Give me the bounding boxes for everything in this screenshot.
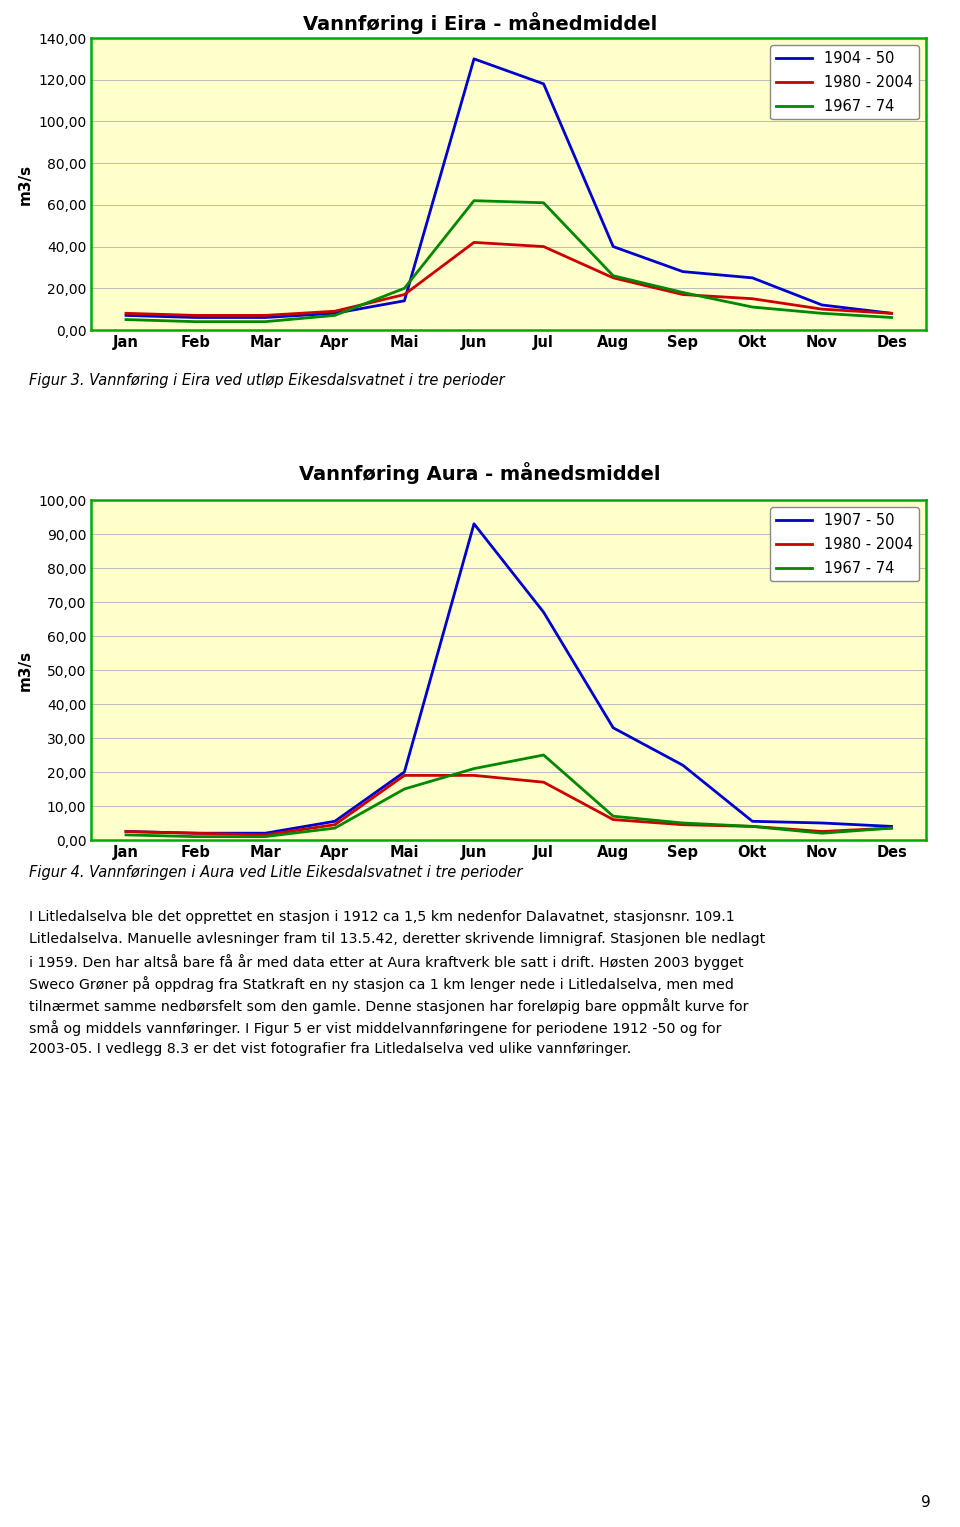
- Line: 1907 - 50: 1907 - 50: [126, 524, 892, 834]
- 1907 - 50: [816, 814, 828, 832]
- 1980 - 2004: [816, 823, 828, 841]
- 1967 - 74: [538, 194, 549, 212]
- 1980 - 2004: [608, 811, 619, 829]
- Text: 2003-05. I vedlegg 8.3 er det vist fotografier fra Litledalselva ved ulike vannf: 2003-05. I vedlegg 8.3 er det vist fotog…: [29, 1041, 631, 1057]
- 1904 - 50: [259, 308, 271, 327]
- 1980 - 2004: [538, 773, 549, 791]
- 1980 - 2004: [816, 299, 828, 318]
- Text: Figur 4. Vannføringen i Aura ved Litle Eikesdalsvatnet i tre perioder: Figur 4. Vannføringen i Aura ved Litle E…: [29, 864, 522, 880]
- Line: 1967 - 74: 1967 - 74: [126, 754, 892, 837]
- 1980 - 2004: [329, 815, 341, 834]
- 1904 - 50: [538, 75, 549, 93]
- 1980 - 2004: [677, 815, 688, 834]
- 1967 - 74: [120, 310, 132, 328]
- 1980 - 2004: [398, 767, 410, 785]
- 1907 - 50: [886, 817, 898, 835]
- 1980 - 2004: [329, 302, 341, 321]
- 1967 - 74: [886, 308, 898, 327]
- 1980 - 2004: [677, 286, 688, 304]
- 1967 - 74: [190, 313, 202, 331]
- 1980 - 2004: [259, 307, 271, 325]
- Text: Litledalselva. Manuelle avlesninger fram til 13.5.42, deretter skrivende limnigr: Litledalselva. Manuelle avlesninger fram…: [29, 931, 765, 947]
- 1904 - 50: [468, 50, 480, 69]
- 1907 - 50: [677, 756, 688, 774]
- 1980 - 2004: [259, 826, 271, 844]
- 1980 - 2004: [190, 307, 202, 325]
- 1967 - 74: [259, 313, 271, 331]
- 1904 - 50: [329, 304, 341, 322]
- Legend: 1904 - 50, 1980 - 2004, 1967 - 74: 1904 - 50, 1980 - 2004, 1967 - 74: [770, 46, 919, 119]
- Text: små og middels vannføringer. I Figur 5 er vist middelvannføringene for periodene: små og middels vannføringer. I Figur 5 e…: [29, 1020, 721, 1035]
- 1967 - 74: [747, 817, 758, 835]
- 1904 - 50: [608, 237, 619, 255]
- 1904 - 50: [677, 263, 688, 281]
- 1967 - 74: [398, 279, 410, 298]
- 1904 - 50: [398, 292, 410, 310]
- 1967 - 74: [468, 191, 480, 209]
- 1967 - 74: [608, 808, 619, 826]
- 1967 - 74: [747, 298, 758, 316]
- 1967 - 74: [677, 814, 688, 832]
- 1907 - 50: [538, 603, 549, 621]
- Text: 9: 9: [922, 1495, 931, 1510]
- Line: 1904 - 50: 1904 - 50: [126, 60, 892, 318]
- 1907 - 50: [259, 825, 271, 843]
- Line: 1980 - 2004: 1980 - 2004: [126, 776, 892, 835]
- 1907 - 50: [329, 812, 341, 831]
- Y-axis label: m3/s: m3/s: [17, 163, 33, 205]
- 1980 - 2004: [886, 304, 898, 322]
- 1967 - 74: [538, 745, 549, 764]
- Text: i 1959. Den har altså bare få år med data etter at Aura kraftverk ble satt i dri: i 1959. Den har altså bare få år med dat…: [29, 954, 743, 970]
- Text: Figur 3. Vannføring i Eira ved utløp Eikesdalsvatnet i tre perioder: Figur 3. Vannføring i Eira ved utløp Eik…: [29, 373, 504, 388]
- Text: Vannføring Aura - månedsmiddel: Vannføring Aura - månedsmiddel: [300, 463, 660, 484]
- 1967 - 74: [259, 828, 271, 846]
- 1980 - 2004: [190, 825, 202, 843]
- 1907 - 50: [747, 812, 758, 831]
- 1907 - 50: [468, 515, 480, 533]
- Text: tilnærmet samme nedbørsfelt som den gamle. Denne stasjonen har foreløpig bare op: tilnærmet samme nedbørsfelt som den gaml…: [29, 999, 748, 1014]
- 1980 - 2004: [886, 818, 898, 837]
- 1980 - 2004: [747, 290, 758, 308]
- Text: Sweco Grøner på oppdrag fra Statkraft en ny stasjon ca 1 km lenger nede i Litled: Sweco Grøner på oppdrag fra Statkraft en…: [29, 976, 733, 993]
- Text: I Litledalselva ble det opprettet en stasjon i 1912 ca 1,5 km nedenfor Dalavatne: I Litledalselva ble det opprettet en sta…: [29, 910, 734, 924]
- 1967 - 74: [816, 304, 828, 322]
- 1904 - 50: [120, 307, 132, 325]
- 1904 - 50: [816, 296, 828, 315]
- 1980 - 2004: [398, 286, 410, 304]
- Y-axis label: m3/s: m3/s: [17, 649, 33, 690]
- 1904 - 50: [886, 304, 898, 322]
- 1967 - 74: [677, 284, 688, 302]
- 1907 - 50: [120, 823, 132, 841]
- 1967 - 74: [886, 818, 898, 837]
- 1967 - 74: [329, 307, 341, 325]
- 1980 - 2004: [468, 767, 480, 785]
- 1904 - 50: [190, 308, 202, 327]
- 1967 - 74: [608, 267, 619, 286]
- 1980 - 2004: [120, 304, 132, 322]
- 1980 - 2004: [538, 237, 549, 255]
- Legend: 1907 - 50, 1980 - 2004, 1967 - 74: 1907 - 50, 1980 - 2004, 1967 - 74: [770, 507, 919, 582]
- 1967 - 74: [468, 759, 480, 777]
- 1967 - 74: [816, 825, 828, 843]
- 1967 - 74: [398, 780, 410, 799]
- 1980 - 2004: [608, 269, 619, 287]
- 1907 - 50: [398, 764, 410, 782]
- 1967 - 74: [120, 826, 132, 844]
- 1904 - 50: [747, 269, 758, 287]
- Text: Vannføring i Eira - månedmiddel: Vannføring i Eira - månedmiddel: [302, 12, 658, 34]
- 1967 - 74: [329, 818, 341, 837]
- 1967 - 74: [190, 828, 202, 846]
- 1980 - 2004: [747, 817, 758, 835]
- 1980 - 2004: [120, 823, 132, 841]
- Line: 1980 - 2004: 1980 - 2004: [126, 243, 892, 316]
- 1907 - 50: [190, 825, 202, 843]
- Line: 1967 - 74: 1967 - 74: [126, 200, 892, 322]
- 1980 - 2004: [468, 234, 480, 252]
- 1907 - 50: [608, 719, 619, 738]
